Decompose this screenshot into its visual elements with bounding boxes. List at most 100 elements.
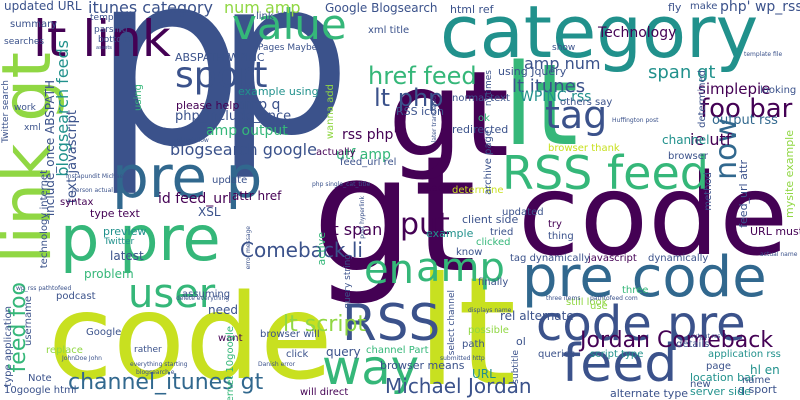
word-amp-q: amp q <box>236 97 281 113</box>
word-utf-amp: utf amp <box>336 147 391 163</box>
word-server-side: server side <box>690 385 751 398</box>
word-archive-page: archive page <box>483 130 494 195</box>
word-location-bar: location bar <box>690 371 756 384</box>
word-clicked: clicked <box>476 237 511 248</box>
word-jordan-comeback: Jordan Comeback <box>580 328 774 353</box>
word-pages-maybe: Pages Maybe <box>258 43 318 53</box>
word-blogsearch-google: blogsearch google <box>170 140 317 159</box>
word-update: update <box>212 175 248 186</box>
word-amp-num: amp num <box>524 54 601 73</box>
word-comeback-li: Comeback li <box>240 238 363 262</box>
word-syntax: syntax <box>60 197 94 208</box>
word-using: using <box>133 84 144 112</box>
word-determined: determined <box>697 70 708 128</box>
word-google-blogsearch: Google Blogsearch <box>325 1 438 15</box>
word-huffington-post: Huffington post <box>612 117 659 124</box>
word-p-second: p <box>215 0 352 183</box>
word-name: name <box>742 375 771 386</box>
word-output-rss-small: output rss <box>690 333 721 340</box>
word-displays-name: displays name <box>468 307 512 314</box>
word-looking: looking <box>760 85 797 96</box>
word-hl-en: hl en <box>750 363 780 377</box>
word-output-rss: output rss <box>712 113 778 128</box>
word-rss-feed: RSS feed <box>502 146 709 200</box>
word-google: Google <box>86 327 122 338</box>
word-foo-bar: foo bar <box>700 94 793 124</box>
word-num-amp: num amp <box>224 0 301 17</box>
word-please-help: please help <box>176 99 240 112</box>
word-still-look: still look <box>566 297 608 308</box>
word-error-message: error message <box>245 226 252 270</box>
word-replace: replace <box>46 345 83 356</box>
word-username: username <box>23 296 34 346</box>
word-xml: xml <box>24 123 41 133</box>
word-id-feed-url: id feed_url <box>158 191 232 207</box>
word-submitted-http: submitted http <box>440 355 485 362</box>
word-way: way <box>322 340 420 396</box>
word-browser: browser <box>668 151 709 162</box>
word-try: try <box>548 219 562 230</box>
word-query-string: query string <box>343 254 353 309</box>
word-p-pre-left: p pre <box>60 202 221 275</box>
word-will-direct: will direct <box>300 387 349 398</box>
word-assets: assets <box>96 45 112 51</box>
word-application-rss: application rss <box>708 349 781 360</box>
word-absath-wpinc: ABSPATH WPINC <box>175 51 265 64</box>
word-php-include-once: php_include_once <box>175 109 292 124</box>
word-use: use <box>590 301 608 312</box>
word-browser-means: browser means <box>380 359 465 372</box>
word-channel-part: channel Part <box>366 345 429 356</box>
word-fly: fly <box>668 1 682 14</box>
word-bottom: bottom <box>98 35 131 45</box>
word-lt-bottom: lt <box>416 246 517 400</box>
word-pathtofeed-com: pathtofeed com <box>590 295 638 302</box>
word-three-items: three items <box>546 295 581 302</box>
word-preview: preview <box>103 225 147 238</box>
word-rel-nofollow: rel nofollow <box>174 137 209 144</box>
word-amp-output: amp output <box>206 123 288 139</box>
word-browser-will: browser will <box>260 329 320 340</box>
word-parsing: parsing <box>94 25 128 35</box>
word-href-feed: href feed <box>368 62 477 90</box>
word-php-wp-rss: php' wp_rss <box>720 0 800 15</box>
word-blogsearch-e: blogsearch e <box>136 369 175 376</box>
word-using-jquery: using Jquery <box>498 65 567 78</box>
word-code-pre: code pre <box>536 296 746 352</box>
word-danish-error: Danish error <box>258 361 296 368</box>
word-feed-url-attr: feed_url attr <box>737 160 750 228</box>
word-three: three <box>622 285 649 296</box>
word-type-text: type text <box>90 207 140 220</box>
word-lt-itunes: lt itunes <box>512 76 586 97</box>
word-normal-text: normal text <box>452 93 510 104</box>
word-everything-starting: everything starting <box>130 361 188 368</box>
word-gt-upper: gt <box>388 45 510 183</box>
word-delete-everything: delete everything <box>176 295 230 302</box>
word-ok: ok <box>478 113 490 124</box>
word-value: value <box>232 0 347 49</box>
word-later-translated: later translated <box>431 96 438 143</box>
word-thing: thing <box>548 231 574 242</box>
word-type-application: type application <box>3 306 14 387</box>
word-show: show <box>552 43 576 53</box>
word-dynamically: dynamically <box>648 253 709 264</box>
word-query: query <box>326 345 361 359</box>
word-technology-internet: technology internet <box>39 170 50 269</box>
word-new: new <box>690 379 711 390</box>
word-feed: feed <box>562 334 678 394</box>
word-make: make <box>690 1 718 12</box>
word-en: en <box>364 247 414 293</box>
word-example: example <box>426 227 474 240</box>
word-note: Note <box>28 373 52 384</box>
word-wanna-add: wanna add <box>325 84 336 140</box>
word-client-side: client side <box>462 213 519 226</box>
word-code-right: code <box>518 151 789 281</box>
word-span-gt: span gt <box>648 62 716 83</box>
word-page: page <box>706 361 731 372</box>
word-rather: rather <box>134 345 162 355</box>
word-podcast: podcast <box>56 291 96 302</box>
word-method: method <box>703 172 714 211</box>
word-summary: summary <box>10 19 58 30</box>
word-searches: searches <box>4 37 45 47</box>
word-lt-php: lt php <box>374 84 444 112</box>
